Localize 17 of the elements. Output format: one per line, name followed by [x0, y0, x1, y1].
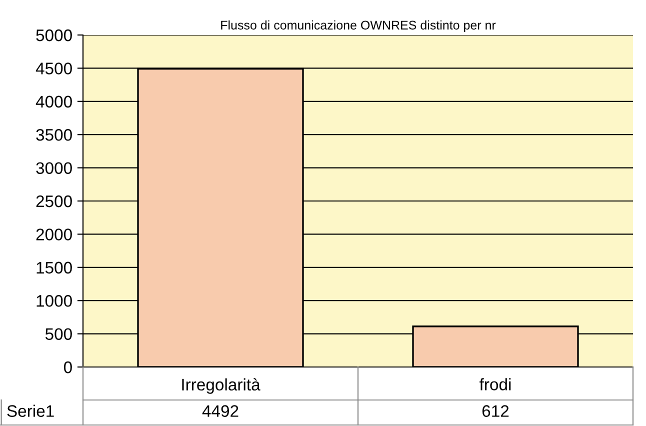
- data-label: 612: [482, 405, 509, 417]
- y-tick-label: 1000: [36, 295, 72, 307]
- y-tick-label: 0: [64, 361, 72, 374]
- chart-title: Flusso di comunicazione OWNRES distinto per nr: [221, 20, 496, 32]
- y-tick-label: 5000: [36, 29, 72, 42]
- x-tick-label: frodi: [480, 378, 511, 390]
- y-tick-label: 500: [45, 328, 72, 340]
- data-label: 4492: [202, 405, 238, 417]
- y-tick-label: 2000: [36, 228, 72, 240]
- y-tick-label: 3500: [36, 129, 72, 141]
- text: Serie1: [7, 404, 54, 417]
- y-tick-label: 4000: [36, 96, 72, 108]
- y-tick-label: 1500: [36, 262, 72, 274]
- y-tick-label: 4500: [36, 62, 72, 74]
- y-tick-label: 3000: [36, 162, 72, 174]
- y-tick-label: 2500: [36, 195, 72, 208]
- x-tick-label: Irregolarità: [182, 378, 260, 394]
